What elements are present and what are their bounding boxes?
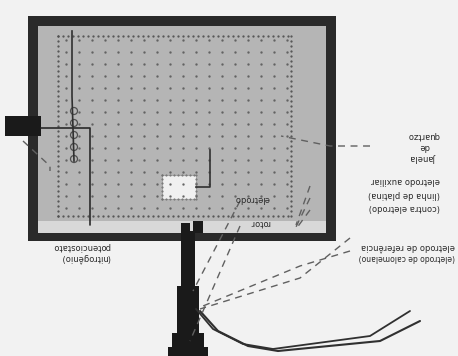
Text: eletrodo de referência: eletrodo de referência [361, 241, 455, 251]
Bar [181, 231, 195, 301]
Text: rotor: rotor [250, 219, 270, 227]
Text: (linha de platina): (linha de platina) [368, 189, 440, 199]
Bar [181, 223, 190, 233]
Text: (nitrogênio): (nitrogênio) [60, 253, 110, 263]
Text: eletrodo auxiliar: eletrodo auxiliar [371, 177, 440, 185]
Text: Janela
de
quartzo: Janela de quartzo [408, 131, 440, 162]
Bar [28, 16, 336, 241]
Bar [38, 26, 326, 223]
Bar [193, 221, 203, 233]
Bar [168, 347, 208, 356]
Text: (contra eletrodo): (contra eletrodo) [369, 203, 440, 211]
Text: eletrodo: eletrodo [235, 194, 270, 203]
Bar [162, 175, 196, 199]
Text: (eletrodo de calomelano): (eletrodo de calomelano) [359, 253, 455, 262]
Bar [38, 221, 326, 233]
Text: potenciostato: potenciostato [52, 241, 110, 251]
Bar [5, 116, 41, 136]
Bar [177, 286, 199, 336]
Bar [172, 333, 204, 349]
